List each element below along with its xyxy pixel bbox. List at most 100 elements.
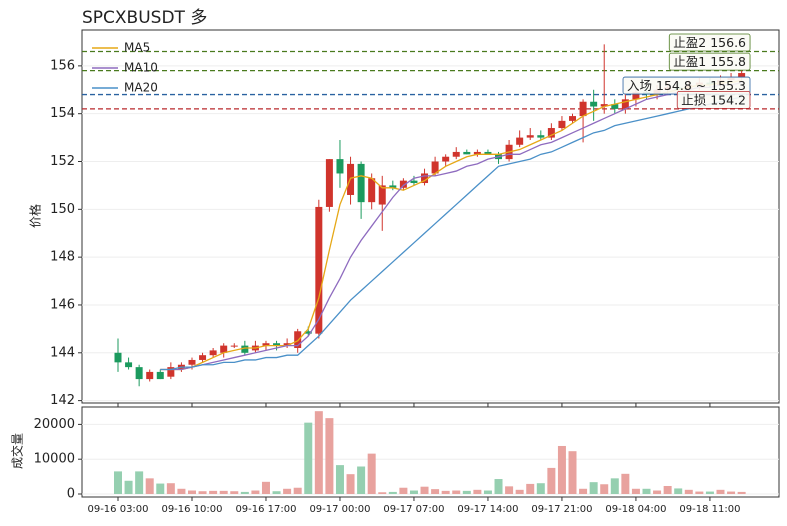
volume-bar: [230, 491, 239, 494]
chart-title: SPCXBUSDT 多: [82, 8, 207, 28]
volume-bar: [124, 480, 133, 494]
volume-bar: [695, 491, 704, 494]
volume-bar: [716, 489, 725, 494]
candle-body: [463, 151, 471, 155]
candle-body: [632, 92, 640, 100]
candle-body: [526, 135, 534, 138]
candle-body: [421, 173, 429, 184]
y-tick-label: 146: [50, 297, 75, 312]
volume-bar: [240, 491, 249, 494]
candle-body: [209, 350, 217, 356]
candle-body: [156, 371, 164, 380]
volume-bar: [515, 489, 524, 494]
ma-line: [160, 96, 742, 371]
x-tick-label: 09-17 21:00: [531, 504, 592, 515]
candle-body: [304, 331, 312, 334]
candle-body: [294, 331, 302, 349]
level-label: 止损 154.2: [681, 92, 746, 107]
ma-line: [160, 79, 742, 371]
volume-bar: [473, 489, 482, 494]
volume-bar: [251, 490, 260, 494]
volume-bar: [610, 478, 619, 494]
legend-label: MA5: [124, 41, 150, 55]
candle-body: [590, 101, 598, 107]
volume-bar: [462, 490, 471, 494]
volume-bar: [357, 466, 366, 494]
candle-body: [569, 116, 577, 121]
candle-body: [167, 367, 175, 377]
volume-bar: [684, 489, 693, 494]
candle-body: [283, 343, 291, 346]
volume-bar: [325, 418, 334, 494]
candle-body: [410, 180, 418, 184]
x-tick-label: 09-17 14:00: [457, 504, 518, 515]
plot-frame: [81, 29, 780, 404]
candle-body: [199, 355, 207, 360]
y-tick-label: 144: [50, 345, 75, 360]
candle-body: [325, 159, 333, 207]
ma-line: [160, 81, 742, 371]
volume-bar: [483, 490, 492, 494]
volume-bar: [642, 488, 651, 494]
volume-bar: [674, 488, 683, 494]
candle-body: [241, 345, 249, 353]
volume-bar: [705, 491, 714, 494]
level-label: 入场 154.8 ~ 155.3: [627, 78, 746, 93]
x-tick-label: 09-18 04:00: [605, 504, 666, 515]
level-label-box: [676, 91, 751, 109]
volume-bar: [737, 491, 746, 494]
volume-bar: [579, 488, 588, 494]
volume-bar: [198, 491, 207, 494]
volume-bar: [177, 488, 186, 494]
volume-bar: [568, 451, 577, 494]
y-tick-label: 150: [50, 202, 75, 217]
candle-body: [547, 128, 555, 138]
candle-body: [188, 359, 196, 365]
candle-body: [473, 151, 481, 155]
candle-body: [114, 352, 122, 363]
volume-bar: [135, 471, 144, 494]
y-axis-label: 价格: [28, 204, 43, 228]
candle-body: [273, 343, 281, 346]
volume-bar: [388, 491, 397, 494]
candle-body: [516, 137, 524, 145]
level-label: 止盈1 155.8: [673, 54, 746, 69]
volume-bar: [209, 490, 218, 494]
candle-body: [378, 185, 386, 205]
volume-bar: [589, 482, 598, 494]
candle-body: [558, 120, 566, 129]
volume-bar: [409, 490, 418, 494]
candle-body: [611, 104, 619, 109]
volume-bar: [505, 486, 514, 494]
x-tick-label: 09-17 00:00: [309, 504, 370, 515]
candle-body: [399, 180, 407, 188]
y-axis-label: 成交量: [10, 433, 25, 469]
volume-bar: [335, 465, 344, 494]
volume-bar: [494, 479, 503, 494]
y-tick-label: 0: [67, 487, 75, 502]
x-tick-label: 09-17 07:00: [383, 504, 444, 515]
volume-bar: [145, 478, 154, 494]
volume-bar: [441, 490, 450, 494]
candle-body: [135, 367, 143, 380]
x-tick-label: 09-16 10:00: [161, 504, 222, 515]
volume-bar: [547, 467, 556, 494]
volume-bar: [293, 487, 302, 494]
candle-body: [357, 163, 365, 203]
level-label-box: [668, 52, 751, 71]
volume-bar: [557, 445, 566, 494]
y-tick-label: 152: [50, 154, 75, 169]
volume-bar: [283, 488, 292, 494]
volume-bar: [420, 486, 429, 494]
legend-label: MA20: [124, 81, 158, 95]
volume-bar: [631, 488, 640, 494]
x-tick-label: 09-16 17:00: [235, 504, 296, 515]
y-tick-label: 156: [50, 58, 75, 73]
candle-body: [146, 371, 154, 380]
candle-body: [537, 135, 545, 138]
candle-body: [600, 104, 608, 107]
candle-body: [452, 151, 460, 157]
volume-bar: [600, 484, 609, 494]
volume-bar: [653, 490, 662, 494]
